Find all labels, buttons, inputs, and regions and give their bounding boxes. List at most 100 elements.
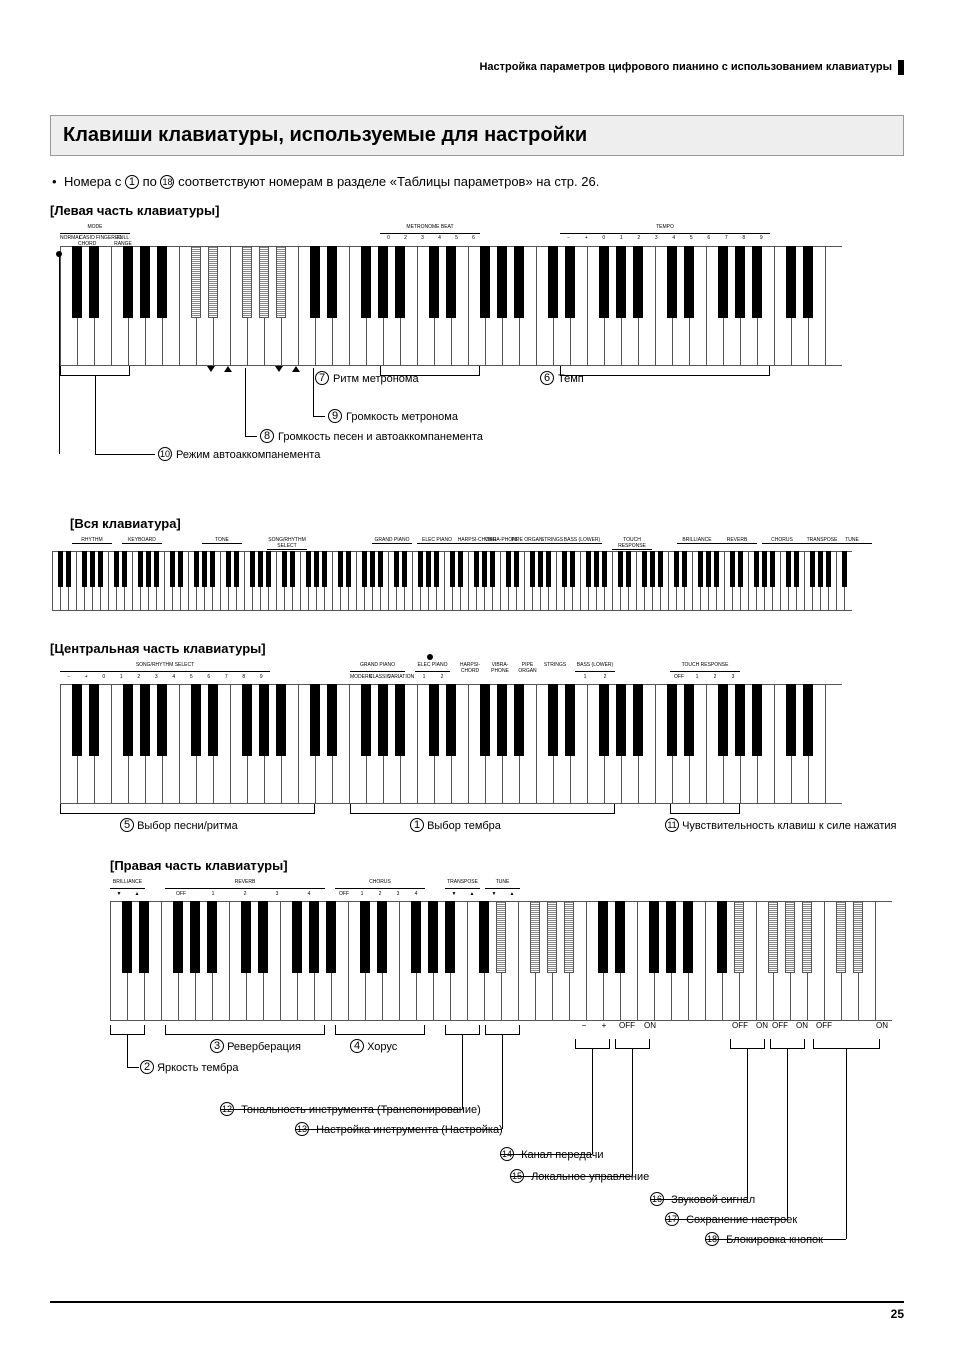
header-text: Настройка параметров цифрового пианино с… bbox=[479, 60, 904, 75]
text-9: Громкость метронома bbox=[346, 411, 458, 423]
center-top-labels: SONG/RHYTHM SELECT GRAND PIANO ELEC PIAN… bbox=[60, 662, 904, 684]
callout-15: 15 Локальное управление bbox=[510, 1169, 649, 1183]
section-title-box: Клавиши клавиатуры, используемые для нас… bbox=[50, 115, 904, 156]
intro-line: Номера с 1 по 18 соответствуют номерам в… bbox=[64, 174, 904, 189]
intro-circ-18: 18 bbox=[160, 175, 174, 189]
intro-prefix: Номера с bbox=[64, 174, 125, 189]
center-dot bbox=[427, 654, 433, 660]
circ-15: 15 bbox=[510, 1169, 524, 1183]
circ-1: 1 bbox=[410, 818, 424, 832]
grp-gp: GRAND PIANO bbox=[350, 662, 405, 672]
text-13: Настройка инструмента (Настройка) bbox=[316, 1124, 503, 1136]
callout-9: 9 Громкость метронома bbox=[328, 409, 458, 423]
circ-8: 8 bbox=[260, 429, 274, 443]
lbl-pipe: PIPE ORGAN bbox=[515, 662, 540, 674]
circ-10: 10 bbox=[158, 447, 172, 461]
circ-7: 7 bbox=[315, 371, 329, 385]
callout-11: 11 Чувствительность клавиш к силе нажати… bbox=[665, 818, 897, 832]
text-1: Выбор тембра bbox=[427, 820, 501, 832]
text-4: Хорус bbox=[367, 1041, 397, 1053]
intro-circ-1: 1 bbox=[125, 175, 139, 189]
callout-14: 14 Канал передачи bbox=[500, 1147, 604, 1161]
center-callouts: 5 Выбор песни/ритма 1 Выбор тембра 11 Чу… bbox=[60, 804, 904, 844]
grp-trans: TRANSPOSE bbox=[445, 879, 480, 889]
callout-17: 17 Сохранение настроек bbox=[665, 1212, 797, 1226]
callout-12: 12 Тональность инструмента (Транспониров… bbox=[220, 1102, 481, 1116]
callout-8: 8 Громкость песен и автоаккомпанемента bbox=[260, 429, 483, 443]
circ-18: 18 bbox=[705, 1232, 719, 1246]
left-callouts: 7Ритм метронома 6Темп 9Громкость метроно… bbox=[60, 386, 904, 506]
callout-7: 7 Ритм метронома bbox=[315, 371, 419, 385]
text-10: Режим автоаккомпанемента bbox=[176, 449, 320, 461]
lbl-vibra: VIBRA-PHONE bbox=[485, 662, 515, 674]
intro-mid: по bbox=[139, 174, 161, 189]
label-left-section: [Левая часть клавиатуры] bbox=[50, 203, 904, 218]
keyboard-full bbox=[52, 551, 904, 611]
circ-13: 13 bbox=[295, 1122, 309, 1136]
intro-suffix: соответствуют номерам в разделе «Таблицы… bbox=[174, 174, 599, 189]
circ-3: 3 bbox=[210, 1039, 224, 1053]
text-16: Звуковой сигнал bbox=[671, 1194, 755, 1206]
text-14: Канал передачи bbox=[521, 1149, 603, 1161]
text-11: Чувствительность клавиш к силе нажатия bbox=[682, 820, 896, 832]
page: Настройка параметров цифрового пианино с… bbox=[0, 0, 954, 1361]
text-3: Реверберация bbox=[227, 1041, 301, 1053]
text-15: Локальное управление bbox=[531, 1171, 649, 1183]
callout-16: 16 Звуковой сигнал bbox=[650, 1192, 755, 1206]
text-8: Громкость песен и автоаккомпанемента bbox=[278, 431, 483, 443]
center-keyboard-block: SONG/RHYTHM SELECT GRAND PIANO ELEC PIAN… bbox=[60, 662, 904, 844]
circ-5: 5 bbox=[120, 818, 134, 832]
callout-10: 10 Режим автоаккомпанемента bbox=[158, 447, 320, 461]
text-7: Ритм метронома bbox=[333, 373, 419, 385]
callout-1: 1 Выбор тембра bbox=[410, 818, 501, 832]
grp-ep: ELEC PIANO bbox=[415, 662, 450, 672]
circ-6: 6 bbox=[540, 371, 554, 385]
running-header: Настройка параметров цифрового пианино с… bbox=[50, 60, 904, 75]
callout-3: 3 Реверберация bbox=[210, 1039, 301, 1053]
circ-2: 2 bbox=[140, 1060, 154, 1074]
grp-bass: BASS (LOWER) bbox=[575, 662, 615, 672]
left-keyboard-block: MODE METRONOME BEAT TEMPO NORMALCASIO CH… bbox=[60, 224, 904, 506]
label-full-section: [Вся клавиатура] bbox=[70, 516, 904, 531]
grp-song: SONG/RHYTHM SELECT bbox=[60, 662, 270, 672]
text-6: Темп bbox=[558, 373, 584, 385]
grp-brill: BRILLIANCE bbox=[110, 879, 145, 889]
callout-2: 2 Яркость тембра bbox=[140, 1060, 239, 1074]
right-keyboard-block: BRILLIANCE REVERB CHORUS TRANSPOSE TUNE … bbox=[110, 879, 904, 1271]
label-right-section: [Правая часть клавиатуры] bbox=[110, 858, 904, 873]
circ-4: 4 bbox=[350, 1039, 364, 1053]
keyboard-right bbox=[110, 901, 904, 1021]
right-top-labels: BRILLIANCE REVERB CHORUS TRANSPOSE TUNE … bbox=[110, 879, 904, 901]
full-keyboard-block: RHYTHMKEYBOARDTONESONG/RHYTHM SELECTGRAN… bbox=[52, 537, 904, 611]
text-2: Яркость тембра bbox=[157, 1062, 238, 1074]
vol-up-icon bbox=[224, 366, 232, 372]
callout-5: 5 Выбор песни/ритма bbox=[120, 818, 238, 832]
label-center-section: [Центральная часть клавиатуры] bbox=[50, 641, 904, 656]
grp-chorus: CHORUS bbox=[335, 879, 425, 889]
text-12: Тональность инструмента (Транспонировани… bbox=[241, 1104, 481, 1116]
callout-13: 13 Настройка инструмента (Настройка) bbox=[295, 1122, 503, 1136]
vol2-up-icon bbox=[292, 366, 300, 372]
lbl-harpsi: HARPSI-CHORD bbox=[455, 662, 485, 674]
callout-4: 4 Хорус bbox=[350, 1039, 397, 1053]
vol2-down-icon bbox=[275, 366, 283, 372]
keyboard-left bbox=[60, 246, 904, 366]
grp-tune: TUNE bbox=[485, 879, 520, 889]
left-top-labels: MODE METRONOME BEAT TEMPO NORMALCASIO CH… bbox=[60, 224, 904, 246]
circ-14: 14 bbox=[500, 1147, 514, 1161]
full-top-labels: RHYTHMKEYBOARDTONESONG/RHYTHM SELECTGRAN… bbox=[52, 537, 904, 551]
grp-touch: TOUCH RESPONSE bbox=[670, 662, 740, 672]
circ-9: 9 bbox=[328, 409, 342, 423]
callout-18: 18 Блокировка кнопок bbox=[705, 1232, 823, 1246]
circ-17: 17 bbox=[665, 1212, 679, 1226]
right-callouts: −+OFFONOFFONOFFONOFFON 3 Реверберация 4 … bbox=[110, 1021, 904, 1271]
circ-12: 12 bbox=[220, 1102, 234, 1116]
text-17: Сохранение настроек bbox=[686, 1214, 797, 1226]
text-18: Блокировка кнопок bbox=[726, 1234, 823, 1246]
page-number: 25 bbox=[50, 1301, 904, 1321]
section-title: Клавиши клавиатуры, используемые для нас… bbox=[63, 124, 587, 146]
circ-11: 11 bbox=[665, 818, 679, 832]
keyboard-center bbox=[60, 684, 904, 804]
callout-6: 6 Темп bbox=[540, 371, 584, 385]
text-5: Выбор песни/ритма bbox=[137, 820, 238, 832]
